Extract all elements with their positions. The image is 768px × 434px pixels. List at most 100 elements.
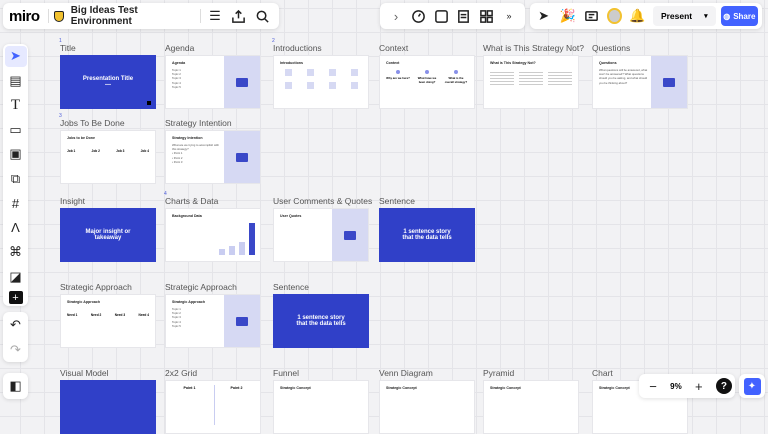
- frame-label[interactable]: Questions: [592, 43, 631, 53]
- sticky-note-icon[interactable]: ◪: [9, 268, 22, 284]
- slide-text: Presentation Title: [82, 76, 134, 82]
- frame-label[interactable]: Charts & Data: [165, 196, 219, 206]
- frame-label[interactable]: Sentence: [379, 196, 415, 206]
- celebrate-icon[interactable]: 🎉: [559, 8, 576, 23]
- frame-label[interactable]: Jobs To Be Done: [60, 118, 125, 128]
- slide-title: Strategy Intention: [172, 136, 203, 140]
- point-item: • Point 1: [172, 151, 183, 156]
- miro-logo[interactable]: miro: [9, 7, 40, 25]
- user-avatar[interactable]: [607, 8, 622, 24]
- frame-label[interactable]: Title: [60, 43, 76, 53]
- expand-chevron-icon[interactable]: ›: [393, 8, 399, 24]
- frame-label[interactable]: User Comments & Quotes: [273, 196, 373, 206]
- bell-icon[interactable]: 🔔: [629, 8, 646, 23]
- zoom-level[interactable]: 9%: [670, 381, 682, 391]
- frame-label[interactable]: Strategic Approach: [165, 282, 237, 292]
- topic-item: Topic 1: [172, 307, 181, 311]
- timer-icon[interactable]: [408, 5, 430, 27]
- slide-frame[interactable]: Presentation Title —: [60, 55, 156, 109]
- notes-icon[interactable]: [453, 5, 475, 27]
- frame-label[interactable]: Agenda: [165, 43, 195, 53]
- sticky-add-icon[interactable]: [430, 5, 452, 27]
- topic-item: Topic 4: [172, 319, 181, 324]
- slide-frame[interactable]: Strategic Concept: [273, 380, 369, 434]
- slide-frame[interactable]: Jobs to be Done Job 1 Job 2 Job 3 Job 4: [60, 130, 156, 184]
- slide-frame[interactable]: Context Why are we here? What have we been…: [379, 55, 475, 109]
- frame-label[interactable]: Chart: [592, 368, 613, 378]
- slide-frame[interactable]: 1 sentence story that the data tells: [379, 208, 475, 262]
- square-marker: [147, 101, 151, 105]
- slide-frame[interactable]: Introductions: [273, 55, 369, 109]
- slide-title: Strategic Approach: [172, 300, 206, 304]
- frame-card-icon[interactable]: ▣: [9, 146, 22, 162]
- slide-frame[interactable]: Strategic Approach Need 1 Need 2 Need 3 Need…: [60, 294, 156, 348]
- grid-point: Point 2: [230, 386, 243, 390]
- frame-label[interactable]: Funnel: [273, 368, 299, 378]
- slide-frame[interactable]: Agenda Topic 1 Topic 2 Topic 3 Topic 4 Topic …: [165, 55, 261, 109]
- mindmap-icon[interactable]: ⌘: [9, 244, 22, 260]
- search-icon[interactable]: [253, 5, 273, 27]
- image-placeholder: [224, 131, 260, 183]
- frame-label[interactable]: Strategic Approach: [60, 282, 132, 292]
- slide-frame[interactable]: Questions What questions will be answered…: [592, 55, 688, 109]
- menu-icon[interactable]: ☰: [209, 8, 221, 23]
- slide-frame[interactable]: Strategic Concept: [379, 380, 475, 434]
- shapes-icon[interactable]: ⧉: [10, 170, 21, 186]
- frame-label[interactable]: 2x2 Grid: [165, 368, 198, 378]
- slide-frame[interactable]: Strategy Intention What are we trying to …: [165, 130, 261, 184]
- more-chevrons-icon[interactable]: »: [506, 11, 512, 21]
- slide-frame[interactable]: 1 sentence story that the data tells: [273, 294, 369, 348]
- slide-frame[interactable]: Point 1 Point 2: [165, 380, 261, 434]
- chevron-down-icon[interactable]: ▾: [704, 13, 708, 20]
- frame-label[interactable]: Context: [379, 43, 409, 53]
- redo-icon[interactable]: ↷: [10, 341, 21, 357]
- export-icon[interactable]: [229, 5, 249, 27]
- slide-frame[interactable]: [60, 380, 156, 434]
- comment-icon[interactable]: [582, 5, 601, 27]
- comment-tool-icon[interactable]: ▭: [9, 121, 22, 137]
- column-heading: Need 3: [114, 313, 126, 317]
- sidebar-panel-icon[interactable]: ◧: [9, 378, 22, 393]
- frame-label[interactable]: Strategy Intention: [165, 118, 232, 128]
- person-icon: [328, 69, 336, 76]
- slide-title: Strategic Concept: [280, 386, 311, 390]
- image-icon: [236, 152, 248, 162]
- slide-text: Major insight or takeaway: [85, 229, 131, 241]
- zoom-controls: − 9% + ?: [639, 374, 735, 398]
- text-icon[interactable]: T: [10, 96, 21, 113]
- add-apps-icon[interactable]: +: [8, 291, 23, 305]
- slide-frame[interactable]: User Quotes: [273, 208, 369, 262]
- present-button[interactable]: Present ▾: [652, 6, 716, 26]
- slide-frame[interactable]: What is This Strategy Not?: [483, 55, 579, 109]
- frame-label[interactable]: Introductions: [273, 43, 322, 53]
- frame-label[interactable]: Pyramid: [483, 368, 515, 378]
- pen-icon[interactable]: Λ: [11, 220, 20, 236]
- help-icon[interactable]: ?: [715, 378, 732, 394]
- topic-item: Topic 3: [172, 315, 181, 320]
- zoom-out-icon[interactable]: −: [649, 378, 657, 394]
- templates-icon[interactable]: ▤: [9, 72, 22, 88]
- share-button[interactable]: ◍ Share: [720, 6, 759, 26]
- slide-frame[interactable]: Background Data: [165, 208, 261, 262]
- slide-frame[interactable]: Major insight or takeaway: [60, 208, 156, 262]
- globe-icon: ◍: [723, 11, 731, 21]
- mini-bar: [229, 246, 235, 255]
- slide-title: Background Data: [172, 214, 202, 218]
- slide-frame[interactable]: Strategic Concept: [483, 380, 579, 434]
- ai-sparkle-icon[interactable]: ✦: [743, 377, 761, 395]
- frame-label[interactable]: Visual Model: [60, 368, 109, 378]
- frame-icon[interactable]: #: [11, 195, 20, 211]
- frame-label[interactable]: Sentence: [273, 282, 309, 292]
- slide-title: Introductions: [280, 61, 303, 65]
- frame-label[interactable]: Venn Diagram: [379, 368, 433, 378]
- zoom-in-icon[interactable]: +: [695, 378, 703, 394]
- select-cursor-icon[interactable]: ➤: [4, 46, 27, 67]
- undo-icon[interactable]: ↶: [10, 316, 21, 332]
- board-title[interactable]: Big Ideas Test Environment: [70, 5, 138, 27]
- cursor-follow-icon[interactable]: ➤: [538, 8, 550, 23]
- person-icon: [306, 69, 314, 76]
- grid-icon[interactable]: [475, 5, 497, 27]
- frame-label[interactable]: Insight: [60, 196, 86, 206]
- frame-label[interactable]: What is This Strategy Not?: [483, 43, 584, 53]
